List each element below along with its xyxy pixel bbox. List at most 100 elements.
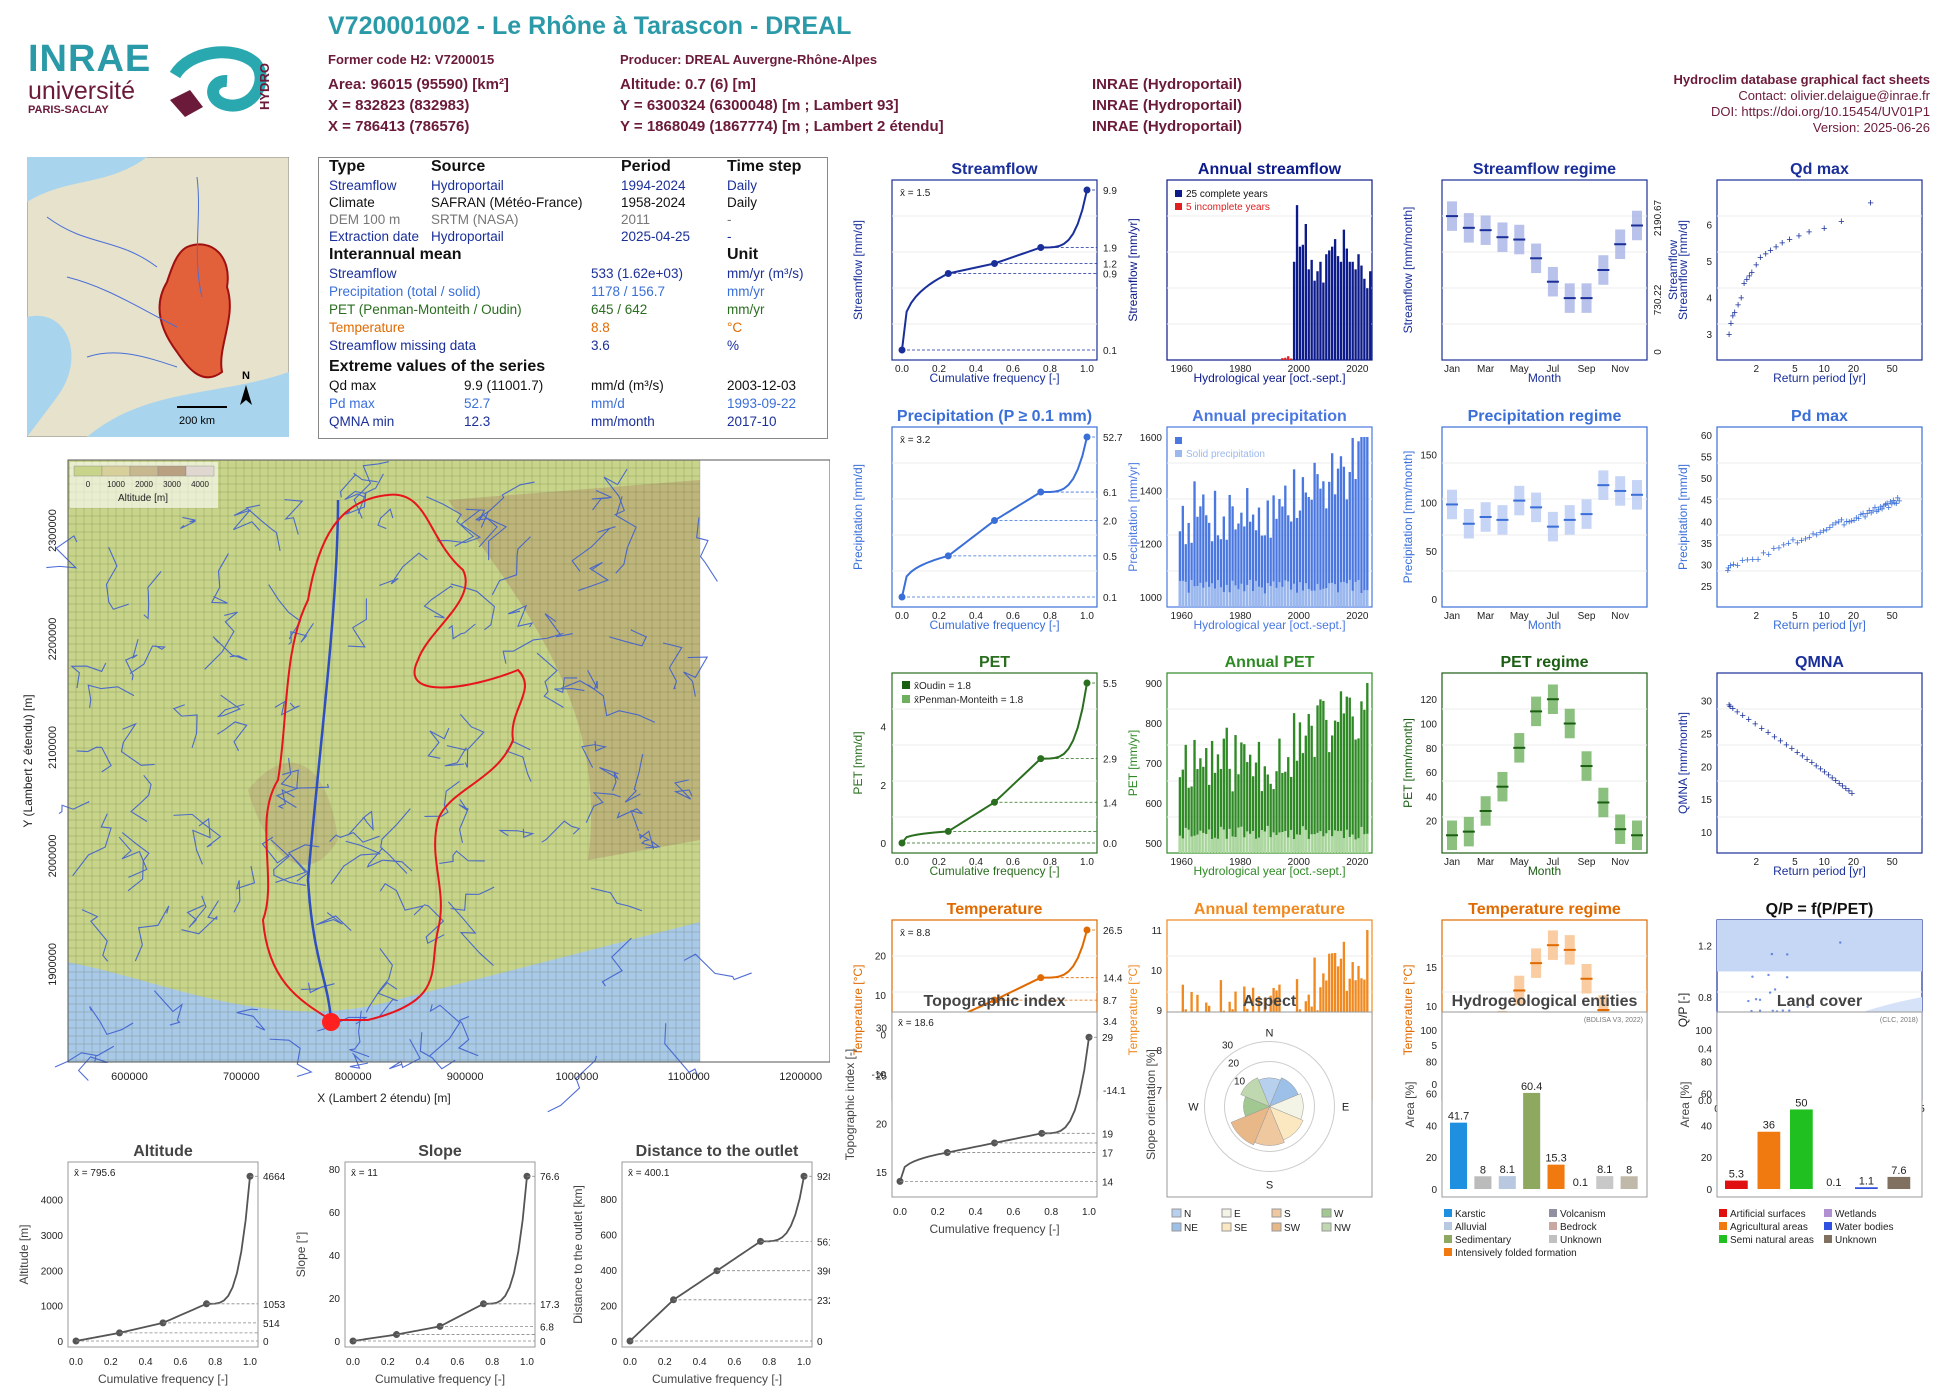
map-legend-swatch	[73, 465, 103, 477]
ann-pet-bar	[1231, 791, 1234, 853]
cdf-pet-xtick: 0.0	[895, 857, 909, 868]
qdmax-point: +	[1838, 216, 1844, 228]
cdf-p-xlabel: Cumulative frequency [-]	[929, 618, 1059, 632]
ext-row-2-c1: 12.3	[464, 414, 491, 429]
cdf-alt-xtick: 0.6	[173, 1357, 187, 1368]
qp-ytick: 0.8	[1698, 993, 1712, 1004]
cdf-t-ylabel: Temperature [°C]	[851, 965, 865, 1056]
map-river	[288, 622, 314, 645]
cdf-dist-ytick: 0	[611, 1337, 617, 1348]
landcover-legtext: Unknown	[1835, 1235, 1877, 1246]
ann-p-bar2	[1263, 593, 1266, 607]
ann-pet-bar2	[1322, 836, 1325, 853]
cdf-pet-xtick: 0.8	[1043, 857, 1057, 868]
qdmax-title: Qd max	[1790, 161, 1849, 178]
ann-t-ytick: 10	[1151, 966, 1163, 977]
cdf-alt-frame	[67, 1161, 259, 1348]
cdf-dist-ytick: 200	[600, 1301, 617, 1312]
ann-q-bar	[1357, 254, 1360, 360]
qmna-xtick: 2	[1753, 857, 1759, 868]
map-river	[216, 694, 245, 718]
aspect-legkey	[1221, 1222, 1232, 1232]
map-river	[349, 1010, 370, 1058]
ann-pet-bar	[1266, 774, 1269, 853]
map-river	[450, 583, 496, 631]
pdmax-point: +	[1806, 532, 1812, 544]
cdf-dist-rtick: 232	[817, 1296, 830, 1307]
aspect-sector	[1230, 1106, 1270, 1146]
hydrogeo-ytick: 100	[1420, 1026, 1437, 1037]
pdmax-point: +	[1744, 555, 1750, 567]
map-river	[475, 509, 508, 561]
qdmax-point: +	[1767, 245, 1773, 257]
ann-p-bar2	[1348, 579, 1351, 607]
ann-pet-bar	[1304, 735, 1307, 853]
qmna-point: +	[1739, 710, 1745, 722]
cdf-pet-rtick: 5.5	[1103, 679, 1117, 690]
cdf-topo-ytick: 25	[876, 1072, 888, 1083]
reg-pet-ylabel: PET [mm/month]	[1401, 718, 1415, 808]
map-river	[81, 909, 109, 962]
ann-p-bar2	[1184, 581, 1187, 607]
ann-p-bar	[1272, 495, 1275, 607]
ann-pet-bar2	[1336, 831, 1340, 853]
map-ytick: 2000000	[47, 834, 59, 877]
ann-p-bar	[1181, 505, 1184, 607]
cdf-pet-xtick: 0.4	[969, 857, 983, 868]
pdmax-ytick: 55	[1701, 453, 1713, 464]
qmna-point: +	[1789, 743, 1795, 755]
ann-p-bar2	[1210, 583, 1214, 607]
hydrogeo-legkey	[1549, 1209, 1557, 1217]
map-river	[615, 496, 637, 574]
pdmax-point: +	[1835, 516, 1841, 528]
ann-t-ytick: 8	[1156, 1046, 1162, 1057]
ann-pet-ytick: 600	[1145, 799, 1162, 810]
ann-p-bar	[1281, 506, 1284, 607]
ann-pet-bar	[1348, 697, 1351, 853]
th-extreme: Extreme values of the series	[329, 358, 546, 375]
reg-p-ytick: 0	[1431, 595, 1437, 606]
cdf-alt-xlabel: Cumulative frequency [-]	[98, 1372, 228, 1386]
cdf-dist-ylabel: Distance to the outlet [km]	[571, 1185, 585, 1324]
ann-pet-ytick: 900	[1145, 679, 1162, 690]
qdmax-point: +	[1806, 227, 1812, 239]
ann-pet-bar2	[1266, 825, 1269, 853]
qmna-ytick: 25	[1701, 729, 1713, 740]
pdmax-point: +	[1820, 525, 1826, 537]
map-river	[696, 517, 718, 582]
cdf-slope-frame	[344, 1161, 536, 1348]
ann-pet-bar	[1322, 700, 1325, 853]
cdf-slope-xtick: 0.0	[346, 1357, 360, 1368]
pdmax-ytick: 35	[1701, 539, 1713, 550]
ann-pet-ytick: 700	[1145, 759, 1162, 770]
ann-pet-bar	[1260, 791, 1264, 853]
map-river	[437, 509, 482, 544]
area: Area: 96015 (95590) [km²]	[328, 76, 509, 93]
ann-p-bar2	[1287, 581, 1290, 607]
map-river	[578, 561, 610, 592]
info-row-0-c3: Daily	[727, 178, 758, 193]
qmna-title: QMNA	[1795, 654, 1844, 671]
pdmax-point: +	[1884, 498, 1890, 510]
map-xtick: 600000	[111, 1071, 148, 1083]
ann-p-bar2	[1298, 582, 1302, 607]
ann-p-bar	[1251, 514, 1255, 607]
map-river	[465, 508, 498, 548]
hydrogeo-bar-label: 8.1	[1500, 1164, 1515, 1176]
map-river	[54, 1045, 115, 1068]
bottom-charts: Altitude Cumulative frequency [-] Altitude…	[17, 1143, 830, 1386]
map-river	[366, 847, 413, 872]
ann-pet-bar	[1219, 768, 1223, 853]
pdmax-point: +	[1846, 516, 1852, 528]
map-river	[76, 746, 112, 773]
ann-p-bar	[1322, 481, 1325, 607]
reg-pet-title: PET regime	[1500, 654, 1588, 671]
qdmax-point: +	[1786, 234, 1792, 246]
map-river	[153, 990, 183, 1026]
map-river	[143, 571, 162, 620]
ann-q-bar	[1290, 358, 1293, 360]
ann-pet-bar2	[1269, 837, 1272, 853]
ann-pet-bar2	[1257, 837, 1261, 853]
coord-x2: X = 786413 (786576)	[328, 118, 470, 135]
ann-pet-bar	[1290, 776, 1293, 853]
